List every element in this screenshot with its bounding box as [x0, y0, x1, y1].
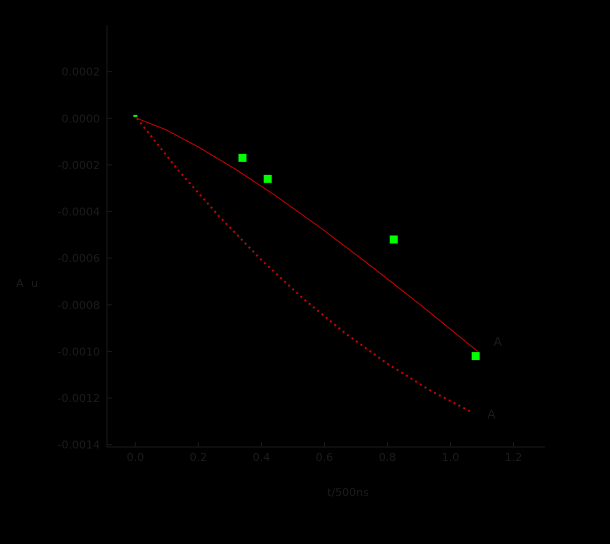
x-tick-label: 1.0: [442, 451, 460, 464]
x-tick-label: 0.2: [190, 451, 208, 464]
fit-curve-lower: [136, 117, 474, 414]
y-tick-label: -0.0004: [58, 206, 100, 219]
y-tick-label: -0.0010: [58, 345, 100, 358]
axis-spines: [106, 25, 545, 448]
data-point-marker: [263, 174, 272, 183]
x-tick-label: 0.4: [253, 451, 271, 464]
data-point-marker: [238, 153, 247, 162]
x-tick-label: 0.8: [379, 451, 397, 464]
y-tick-label: -0.0008: [58, 299, 100, 312]
y-tick-label: 0.0000: [62, 112, 101, 125]
x-tick-label: 0.6: [316, 451, 334, 464]
y-tick-label: -0.0002: [58, 159, 100, 172]
x-tick-label: 1.2: [505, 451, 523, 464]
origin-marker: [133, 114, 138, 117]
data-point-marker: [471, 352, 480, 361]
y-tick-label: 0.0002: [62, 66, 101, 79]
y-axis-title: A u: [16, 277, 40, 290]
y-tick-label: -0.0012: [58, 392, 100, 405]
x-axis-title: t/500ns: [327, 486, 369, 499]
fit-curve-upper: [136, 117, 479, 353]
curve-label: A: [487, 407, 496, 421]
y-tick-label: -0.0006: [58, 252, 100, 265]
data-point-marker: [389, 235, 398, 244]
y-tick-label: -0.0014: [58, 439, 100, 452]
curve-label: A: [494, 335, 503, 349]
x-tick-label: 0.0: [127, 451, 145, 464]
